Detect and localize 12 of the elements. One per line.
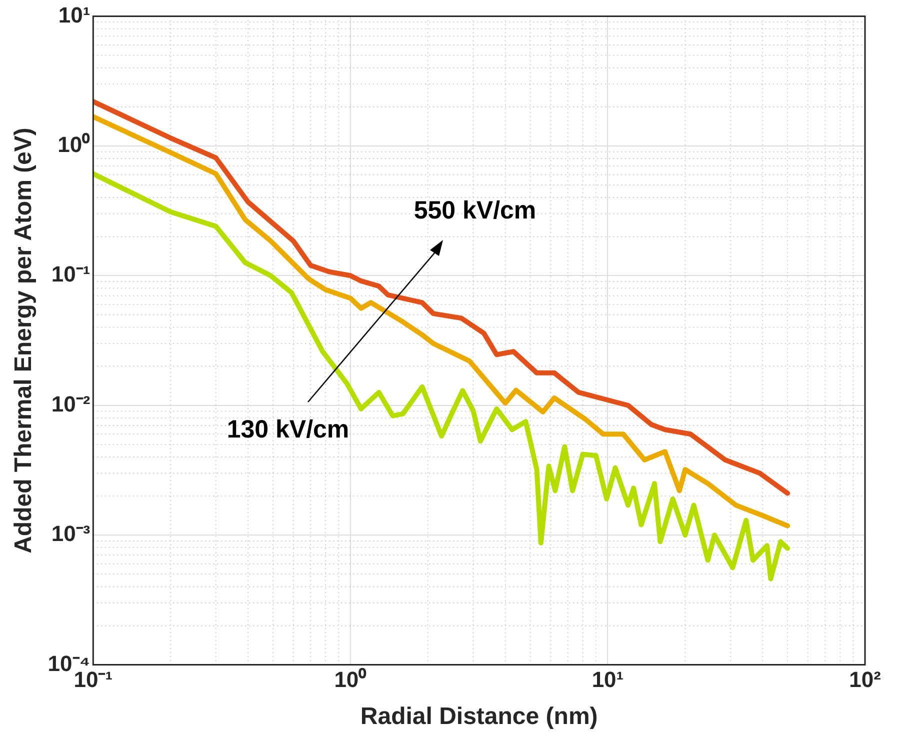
annotation: 130 kV/cm	[226, 416, 350, 444]
y-tick-label: 10¹	[58, 2, 90, 28]
x-tick-label: 10⁰	[334, 667, 367, 692]
y-tick-label: 10⁻²	[51, 391, 90, 416]
y-tick-label: 10⁰	[58, 132, 90, 157]
x-tick-label: 10¹	[592, 667, 624, 692]
y-tick-label: 10⁻¹	[51, 262, 90, 287]
y-tick-label: 10⁻³	[51, 521, 90, 546]
x-tick-label: 10²	[849, 667, 881, 692]
x-axis-title: Radial Distance (nm)	[360, 703, 598, 730]
annotation: 550 kV/cm	[414, 196, 536, 226]
y-axis-title: Added Thermal Energy per Atom (eV)	[10, 128, 38, 554]
